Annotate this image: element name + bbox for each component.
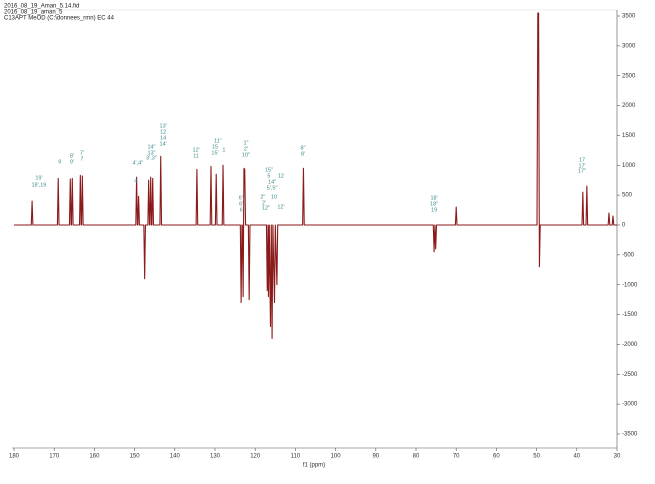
peak-annotation: 15' (211, 150, 218, 156)
peak-annotation: 8" (301, 145, 306, 151)
x-tick-label: 30 (614, 454, 621, 460)
peak-annotation: 12" (262, 205, 270, 211)
x-tick-label: 110 (291, 454, 301, 460)
peak-annotation: 7 (80, 156, 83, 162)
spectrum-line (14, 12, 617, 340)
peak-annotation: 6 (240, 207, 243, 213)
peak-annotation: 4 (134, 178, 137, 184)
peak-annotation: 10" (242, 152, 250, 158)
x-tick-label: 70 (453, 454, 460, 460)
peak-annotation: 11 (193, 153, 199, 159)
peak-annotation: 12' (193, 147, 200, 153)
x-tick-label: 180 (9, 454, 20, 460)
peak-annotation: 15" (265, 167, 273, 173)
peak-annotation: 8' (70, 153, 74, 159)
peak-annotation: 7' (80, 150, 84, 156)
y-tick-label: -3000 (622, 402, 638, 408)
peak-annotation: 18',19 (32, 182, 47, 188)
y-tick-label: -3500 (622, 432, 638, 438)
peak-annotation: 1 (222, 147, 225, 153)
peak-annotation: 15 (212, 144, 218, 150)
peak-annotation: 11" (214, 138, 222, 144)
peak-annotation: 2" (260, 194, 265, 200)
peak-annotation: 18" (430, 201, 438, 207)
peak-annotation: 9' (70, 159, 74, 165)
peak-annotation: 6' (239, 201, 243, 207)
peak-annotation: 14 (160, 135, 166, 141)
y-tick-label: 0 (622, 223, 626, 229)
peak-annotation: 1" (243, 140, 248, 146)
header-line: 2016_08_19_aman_5 (4, 10, 63, 16)
peak-annotation: 13' (160, 123, 167, 129)
y-tick-label: 3000 (622, 43, 636, 49)
x-tick-label: 120 (250, 454, 261, 460)
peak-annotation: 6" (239, 195, 244, 201)
y-tick-label: -500 (622, 252, 635, 258)
x-axis-label: f1 (ppm) (303, 463, 325, 469)
x-tick-label: 130 (210, 454, 221, 460)
peak-annotation: 17" (578, 168, 586, 174)
x-tick-label: 90 (372, 454, 379, 460)
x-tick-label: 160 (89, 454, 100, 460)
peak-annotation: 17 (579, 157, 585, 163)
peak-annotation: 14' (160, 141, 167, 147)
y-tick-label: 2500 (622, 73, 636, 79)
peak-annotation: 12' (277, 204, 284, 210)
peak-annotation: 4',4" (132, 160, 143, 166)
x-tick-label: 150 (130, 454, 141, 460)
y-tick-label: -2500 (622, 372, 638, 378)
y-tick-label: 2000 (622, 103, 636, 109)
peak-annotation: 5',5" (267, 185, 278, 191)
plot-area (14, 12, 617, 340)
peak-annotation: 5 (267, 173, 270, 179)
header-line: C13APT MeOD (C:\donnees_rmn) EC 44 (4, 16, 115, 22)
peak-annotation: 14" (147, 144, 155, 150)
x-tick-label: 170 (49, 454, 60, 460)
peak-annotation: 12 (278, 173, 284, 179)
x-tick-label: 140 (170, 454, 181, 460)
peak-annotation: 8' (301, 151, 305, 157)
peak-annotation: 19' (35, 175, 42, 181)
y-tick-label: 1000 (622, 163, 636, 169)
x-tick-label: 50 (533, 454, 540, 460)
y-tick-label: 500 (622, 193, 633, 199)
x-tick-label: 60 (493, 454, 500, 460)
y-tick-label: 3500 (622, 14, 636, 20)
peak-annotation: 10 (271, 194, 277, 200)
peak-annotation: 17' (578, 163, 585, 169)
y-tick-label: -2000 (622, 342, 638, 348)
peak-annotation: 9 (58, 159, 61, 165)
y-tick-label: -1000 (622, 282, 638, 288)
peak-annotation: 12 (160, 129, 166, 135)
peak-annotation: 3',3" (146, 155, 157, 161)
peak-annotation: 2' (262, 200, 266, 206)
header-line: 2016_08_19_Aman_5.14.fid (4, 4, 79, 10)
peak-annotation: 14" (268, 179, 276, 185)
peak-annotation: 2' (244, 146, 248, 152)
x-tick-label: 100 (331, 454, 342, 460)
y-tick-label: 1500 (622, 133, 636, 139)
peak-annotation: 18' (431, 195, 438, 201)
peak-annotation: 13" (147, 150, 155, 156)
x-tick-label: 40 (573, 454, 580, 460)
peak-annotation: 19 (431, 207, 437, 213)
x-tick-label: 80 (413, 454, 420, 460)
y-tick-label: -1500 (622, 312, 638, 318)
